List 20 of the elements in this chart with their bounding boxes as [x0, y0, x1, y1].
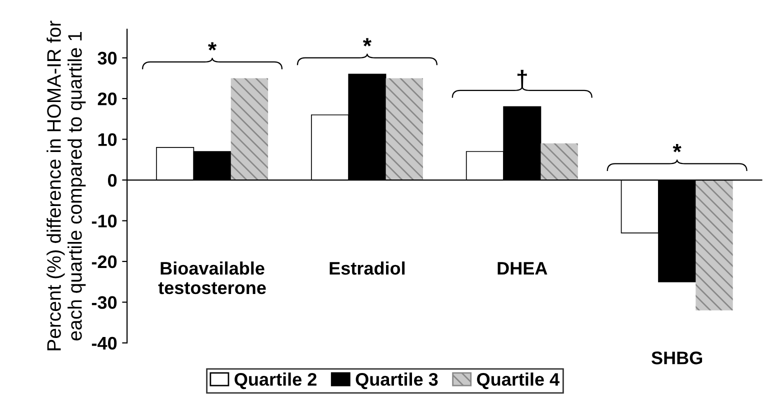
y-tick-label: 20 — [98, 92, 117, 106]
x-tick-label: SHBG — [652, 352, 702, 364]
y-tick-label: -20 — [92, 255, 117, 268]
y-axis-title: Percent (%) difference in HOMA-IR for each quartile compared to quartile 1 — [46, 20, 86, 350]
annotation: * — [672, 144, 682, 152]
y-tick-label: 10 — [98, 133, 117, 146]
annotation: † — [517, 70, 527, 88]
legend-label: Quartile 2 — [234, 372, 316, 390]
y-tick-label: -40 — [92, 336, 117, 350]
y-tick-label: -10 — [92, 214, 117, 228]
x-tick-label: DHEA — [498, 262, 548, 275]
legend-label: Quartile 3 — [356, 372, 438, 390]
y-tick-label: 0 — [108, 174, 117, 187]
y-tick-label: -30 — [92, 296, 117, 309]
legend-label: Quartile 4 — [477, 372, 560, 390]
annotation: * — [208, 42, 217, 50]
x-tick-label: Estradiol — [330, 261, 405, 275]
y-tick-label: 30 — [98, 52, 117, 65]
x-tick-label: Bioavailable testosterone — [158, 261, 266, 294]
annotation: * — [362, 38, 372, 46]
